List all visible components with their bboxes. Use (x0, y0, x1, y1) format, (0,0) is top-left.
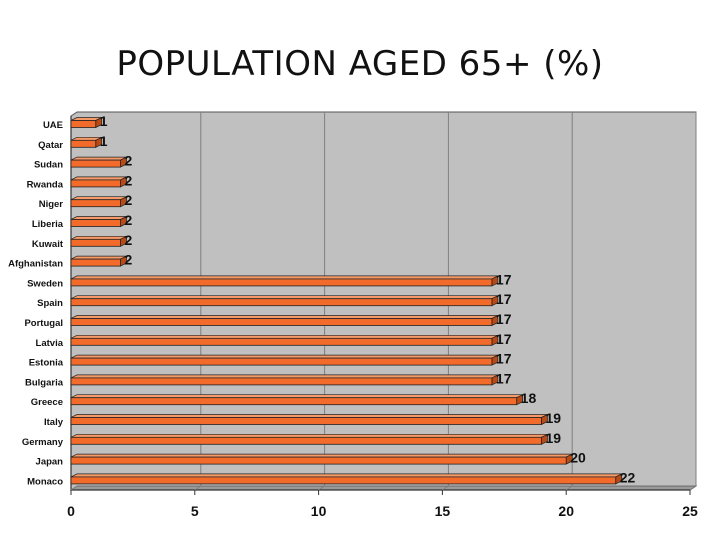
bar-top (70, 255, 127, 260)
x-tick-label: 10 (311, 503, 327, 519)
bar-top (70, 394, 523, 399)
bar (70, 436, 542, 445)
bar-value-label: 2 (125, 172, 133, 188)
category-label: Afghanistan (8, 259, 63, 270)
bar-value-label: 18 (521, 390, 537, 406)
category-label: Qatar (38, 140, 63, 151)
category-label: Spain (37, 298, 63, 309)
bar (70, 377, 493, 386)
category-label: Monaco (27, 476, 63, 487)
bar-top (70, 196, 127, 201)
bar-value-label: 2 (125, 212, 133, 228)
bar (70, 199, 121, 208)
category-label: Japan (36, 457, 64, 468)
bar-top (70, 315, 499, 319)
bar (70, 318, 493, 326)
gridline-floor (70, 485, 78, 491)
bar-top (70, 275, 499, 280)
x-tick-label: 15 (435, 503, 451, 519)
category-label: Latvia (36, 338, 64, 349)
bar-value-label: 19 (545, 430, 561, 446)
gridline-floor (689, 485, 697, 491)
gridline-floor (565, 485, 573, 491)
bar-value-label: 2 (125, 232, 133, 248)
gridline-floor (442, 485, 449, 491)
bar-value-label: 1 (100, 133, 108, 149)
x-tick-label: 25 (682, 503, 698, 519)
bar (70, 417, 542, 425)
bar (70, 357, 493, 366)
bar (70, 456, 567, 465)
gridline-floor (318, 485, 325, 491)
bar-value-label: 2 (125, 192, 133, 208)
bar (70, 298, 493, 307)
bar-value-label: 17 (496, 351, 512, 367)
chart-title: POPULATION AGED 65+ (%) (116, 44, 604, 84)
category-label: Sudan (34, 160, 63, 171)
bar-value-label: 2 (125, 153, 133, 169)
bar-top (70, 156, 127, 161)
bar (70, 397, 518, 406)
category-label: Liberia (32, 219, 64, 230)
bar-value-label: 22 (620, 469, 636, 485)
category-label: Bulgaria (25, 377, 64, 388)
category-label: Germany (22, 437, 64, 448)
bar-value-label: 20 (570, 450, 586, 466)
bar (70, 159, 121, 168)
bar-top (70, 216, 127, 220)
category-label: Portugal (24, 318, 63, 329)
bar-value-label: 17 (496, 370, 512, 386)
category-label: Estonia (29, 358, 64, 369)
x-tick-label: 20 (558, 503, 574, 519)
bar (70, 476, 617, 485)
bar (70, 238, 121, 247)
bar (70, 337, 493, 346)
x-tick-label: 5 (191, 503, 199, 519)
category-label: UAE (43, 120, 63, 131)
bar (70, 278, 493, 287)
bar-value-label: 17 (496, 331, 512, 347)
bar (70, 139, 97, 148)
bar-top (70, 453, 573, 458)
bar (70, 179, 121, 188)
bar-value-label: 1 (100, 113, 108, 129)
bar-value-label: 17 (496, 311, 512, 327)
category-label: Rwanda (27, 179, 64, 190)
bar-top (70, 473, 622, 478)
bar-top (70, 334, 499, 339)
bar (70, 258, 121, 267)
bar-top (70, 354, 499, 359)
category-label: Kuwait (32, 239, 64, 250)
category-label: Greece (31, 397, 63, 408)
bar-top (70, 176, 127, 181)
bar-top (70, 295, 499, 300)
bar-value-label: 2 (125, 252, 133, 268)
bar-value-label: 17 (496, 271, 512, 287)
bar-top (70, 414, 548, 418)
bar-top (70, 374, 499, 379)
gridline-floor (194, 485, 202, 491)
bar (70, 120, 97, 128)
bar-top (70, 235, 127, 240)
bar-value-label: 17 (496, 291, 512, 307)
category-label: Sweden (27, 278, 63, 289)
bar (70, 219, 121, 227)
x-tick-label: 0 (67, 503, 75, 519)
bar-value-label: 19 (545, 410, 561, 426)
bar-top (70, 433, 548, 438)
category-label: Niger (39, 199, 64, 210)
category-label: Italy (44, 417, 64, 428)
